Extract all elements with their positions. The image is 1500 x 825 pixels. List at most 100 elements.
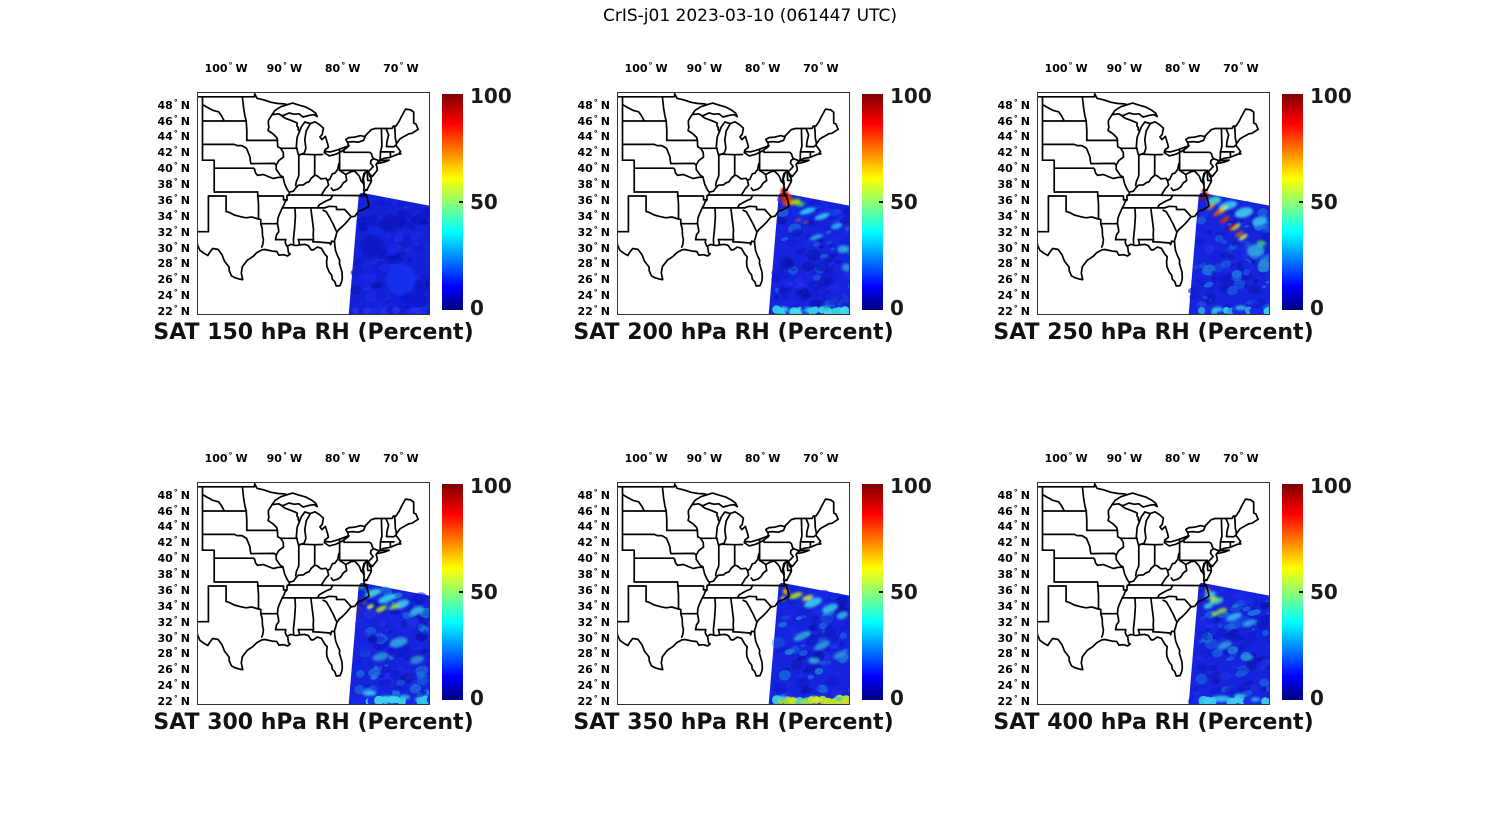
lon-tick-suffix: W <box>1188 62 1201 75</box>
lat-tick-label: 36° N <box>140 583 190 597</box>
lat-tick-suffix: N <box>1020 225 1030 239</box>
lat-tick-value: 44 <box>997 520 1013 534</box>
lon-tick-value: 100 <box>624 62 648 75</box>
lat-tick-label: 42° N <box>140 145 190 160</box>
degree-symbol: ° <box>593 614 598 624</box>
lon-tick-label: 100° W <box>204 451 248 465</box>
lon-tick-value: 100 <box>624 452 648 465</box>
map-frame <box>197 482 430 705</box>
lat-tick-value: 38 <box>157 568 173 582</box>
lat-tick-label: 28° N <box>560 646 610 660</box>
degree-symbol: ° <box>173 208 178 218</box>
lon-tick-value: 70 <box>1223 62 1239 75</box>
lat-tick-suffix: N <box>1020 146 1030 160</box>
degree-symbol: ° <box>173 129 178 139</box>
degree-symbol: ° <box>1013 487 1018 497</box>
degree-symbol: ° <box>593 304 598 314</box>
lat-tick-label: 36° N <box>560 193 610 207</box>
lat-tick-label: 42° N <box>560 535 610 550</box>
lon-tick-label: 100° W <box>1045 451 1088 465</box>
colorbar-tick-50 <box>1299 591 1303 593</box>
degree-symbol: ° <box>1239 61 1244 70</box>
lat-tick-label: 34° N <box>980 598 1030 613</box>
lat-tick-value: 34 <box>997 209 1013 223</box>
lat-tick-label: 36° N <box>560 583 610 597</box>
lat-tick-value: 26 <box>577 273 593 287</box>
lat-tick-suffix: N <box>180 193 190 207</box>
degree-symbol: ° <box>593 177 598 187</box>
degree-symbol: ° <box>593 113 598 123</box>
state-boundaries <box>617 482 839 677</box>
lon-tick-suffix: W <box>1129 62 1143 75</box>
lon-tick-suffix: W <box>1075 62 1088 75</box>
lat-tick-value: 26 <box>157 663 173 677</box>
degree-symbol: ° <box>1013 113 1018 123</box>
lat-tick-suffix: N <box>1020 631 1030 645</box>
degree-symbol: ° <box>1013 551 1018 561</box>
colorbar-label-50: 50 <box>470 580 498 604</box>
lat-tick-label: 32° N <box>980 225 1030 239</box>
lat-tick-label: 22° N <box>980 304 1030 318</box>
lat-tick-suffix: N <box>600 599 610 613</box>
degree-symbol: ° <box>593 129 598 139</box>
degree-symbol: ° <box>593 519 598 529</box>
lat-tick-label: 30° N <box>980 241 1030 255</box>
panel-sat-400hpa: 100° W 90° W 80° W 70° W 48° N 46° N 44° N 42° N 40° N 38°… <box>980 450 1360 758</box>
lon-tick-suffix: W <box>348 452 361 465</box>
lon-tick-value: 100 <box>1044 62 1068 75</box>
lon-tick-suffix: W <box>1188 452 1201 465</box>
lat-tick-label: 32° N <box>140 225 190 239</box>
lon-tick-label: 80° W <box>1165 451 1201 465</box>
swath-layer <box>768 192 850 315</box>
lat-tick-value: 28 <box>157 647 173 661</box>
lat-tick-value: 24 <box>997 289 1013 303</box>
state-boundaries <box>197 92 419 287</box>
degree-symbol: ° <box>593 145 598 155</box>
lon-tick-label: 100° W <box>1044 61 1088 75</box>
map-frame <box>1037 482 1270 705</box>
lat-tick-suffix: N <box>600 536 610 550</box>
lat-tick-label: 26° N <box>560 662 610 676</box>
degree-symbol: ° <box>593 97 598 107</box>
lat-tick-suffix: N <box>1020 679 1030 693</box>
lat-tick-suffix: N <box>600 568 610 582</box>
colorbar <box>862 94 883 310</box>
colorbar-gradient <box>862 484 883 700</box>
lat-tick-value: 32 <box>157 615 173 629</box>
lon-tick-value: 90 <box>686 452 702 465</box>
lat-tick-label: 34° N <box>560 599 610 613</box>
degree-symbol: ° <box>1013 535 1018 545</box>
lat-tick-suffix: N <box>1020 504 1030 518</box>
degree-symbol: ° <box>1013 145 1018 155</box>
lat-tick-label: 32° N <box>560 224 610 239</box>
degree-symbol: ° <box>173 304 178 314</box>
lon-tick-label: 100° W <box>624 61 668 75</box>
lat-tick-suffix: N <box>180 679 190 693</box>
degree-symbol: ° <box>593 208 598 218</box>
colorbar <box>1282 484 1303 700</box>
colorbar-label-100: 100 <box>1310 474 1352 498</box>
lat-tick-suffix: N <box>180 615 190 629</box>
degree-symbol: ° <box>593 224 598 234</box>
lat-tick-label: 44° N <box>560 519 610 533</box>
lat-tick-value: 40 <box>997 552 1013 566</box>
lon-tick-suffix: W <box>1075 452 1088 465</box>
lon-tick-value: 100 <box>204 452 228 465</box>
lat-tick-label: 42° N <box>980 535 1030 549</box>
colorbar <box>1282 94 1303 310</box>
panel-sat-350hpa: 100° W 90° W 80° W 70° W 48° N 46° N 44° N 42° N 40° N 38°… <box>560 450 940 758</box>
lat-tick-suffix: N <box>600 257 610 271</box>
lat-tick-suffix: N <box>180 146 190 160</box>
degree-symbol: ° <box>593 503 598 513</box>
lat-tick-label: 32° N <box>560 614 610 629</box>
degree-symbol: ° <box>173 487 178 497</box>
colorbar-label-0: 0 <box>1310 296 1324 320</box>
lat-tick-suffix: N <box>600 178 610 192</box>
lat-tick-value: 24 <box>157 289 173 303</box>
degree-symbol: ° <box>1013 598 1018 608</box>
lat-tick-label: 34° N <box>980 209 1030 223</box>
degree-symbol: ° <box>593 288 598 298</box>
lat-tick-value: 32 <box>577 225 593 239</box>
lat-tick-value: 30 <box>997 241 1013 255</box>
lat-tick-value: 28 <box>997 647 1013 661</box>
